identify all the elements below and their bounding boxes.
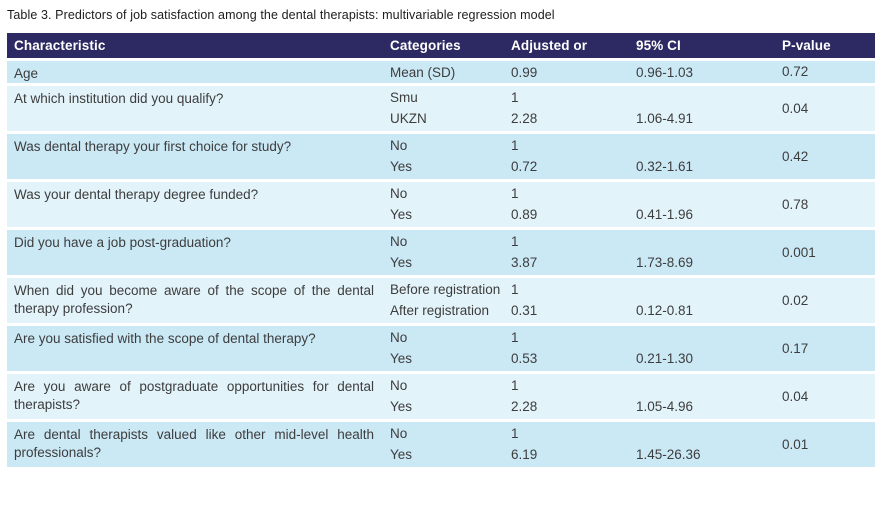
- category-cell: Yes: [384, 251, 505, 275]
- adjusted-or-cell: 6.19: [505, 443, 630, 467]
- table-row: Yes 0.53 0.21-1.30: [7, 347, 875, 371]
- table-row: Yes 6.19 1.45-26.36: [7, 443, 875, 467]
- adjusted-or-cell: 2.28: [505, 395, 630, 419]
- table-row: Yes 2.28 1.05-4.96: [7, 395, 875, 419]
- category-cell: UKZN: [384, 107, 505, 131]
- p-value-cell: 0.02: [776, 275, 875, 323]
- table-row: When did you become aware of the scope o…: [7, 275, 875, 323]
- column-header-95ci: 95% CI: [630, 33, 776, 58]
- ci-cell: [630, 323, 776, 347]
- adjusted-or-cell: 1: [505, 371, 630, 395]
- p-value-cell: 0.04: [776, 83, 875, 131]
- adjusted-or-cell: 1: [505, 83, 630, 107]
- ci-cell: 1.05-4.96: [630, 395, 776, 419]
- ci-cell: 1.06-4.91: [630, 107, 776, 131]
- column-header-categories: Categories: [384, 33, 505, 58]
- ci-cell: 0.41-1.96: [630, 203, 776, 227]
- p-value-cell: 0.78: [776, 179, 875, 227]
- category-cell: Yes: [384, 395, 505, 419]
- adjusted-or-cell: 0.89: [505, 203, 630, 227]
- ci-cell: [630, 83, 776, 107]
- ci-cell: [630, 371, 776, 395]
- table-row: After registration 0.31 0.12-0.81: [7, 299, 875, 323]
- ci-cell: [630, 275, 776, 299]
- characteristic-cell: Age: [7, 58, 384, 83]
- category-cell: No: [384, 179, 505, 203]
- adjusted-or-cell: 1: [505, 179, 630, 203]
- ci-cell: [630, 419, 776, 443]
- adjusted-or-cell: 0.31: [505, 299, 630, 323]
- adjusted-or-cell: 1: [505, 275, 630, 299]
- table-row: Was dental therapy your first choice for…: [7, 131, 875, 179]
- regression-table: Characteristic Categories Adjusted or 95…: [7, 33, 875, 467]
- category-cell: Smu: [384, 83, 505, 107]
- ci-cell: [630, 179, 776, 203]
- characteristic-cell: Was your dental therapy degree funded?: [7, 179, 384, 227]
- adjusted-or-cell: 2.28: [505, 107, 630, 131]
- p-value-cell: 0.01: [776, 419, 875, 467]
- table-row: UKZN 2.28 1.06-4.91: [7, 107, 875, 131]
- category-cell: No: [384, 323, 505, 347]
- characteristic-cell: Did you have a job post-graduation?: [7, 227, 384, 275]
- category-cell: Yes: [384, 443, 505, 467]
- category-cell: Yes: [384, 155, 505, 179]
- adjusted-or-cell: 0.72: [505, 155, 630, 179]
- adjusted-or-cell: 1: [505, 131, 630, 155]
- ci-cell: 0.21-1.30: [630, 347, 776, 371]
- category-cell: No: [384, 371, 505, 395]
- p-value-cell: 0.04: [776, 371, 875, 419]
- table-row: Are dental therapists valued like other …: [7, 419, 875, 467]
- table-row: Yes 0.89 0.41-1.96: [7, 203, 875, 227]
- adjusted-or-cell: 1: [505, 323, 630, 347]
- category-cell: No: [384, 131, 505, 155]
- table-row: Yes 3.87 1.73-8.69: [7, 251, 875, 275]
- p-value-cell: 0.001: [776, 227, 875, 275]
- category-cell: No: [384, 227, 505, 251]
- characteristic-cell: When did you become aware of the scope o…: [7, 275, 384, 323]
- ci-cell: 0.32-1.61: [630, 155, 776, 179]
- table-caption: Table 3. Predictors of job satisfaction …: [7, 8, 555, 22]
- category-cell: Yes: [384, 347, 505, 371]
- characteristic-cell: Are dental therapists valued like other …: [7, 419, 384, 467]
- characteristic-cell: Are you satisfied with the scope of dent…: [7, 323, 384, 371]
- adjusted-or-cell: 0.99: [505, 58, 630, 83]
- category-cell: Yes: [384, 203, 505, 227]
- column-header-adjusted-or: Adjusted or: [505, 33, 630, 58]
- p-value-cell: 0.17: [776, 323, 875, 371]
- ci-cell: 1.73-8.69: [630, 251, 776, 275]
- table-header: Characteristic Categories Adjusted or 95…: [7, 33, 875, 58]
- ci-cell: [630, 131, 776, 155]
- table-row: Was your dental therapy degree funded? N…: [7, 179, 875, 227]
- adjusted-or-cell: 0.53: [505, 347, 630, 371]
- table-row: Are you satisfied with the scope of dent…: [7, 323, 875, 371]
- category-cell: After registration: [384, 299, 505, 323]
- characteristic-cell: Are you aware of postgraduate opportunit…: [7, 371, 384, 419]
- ci-cell: [630, 227, 776, 251]
- ci-cell: 0.12-0.81: [630, 299, 776, 323]
- category-cell: No: [384, 419, 505, 443]
- ci-cell: 0.96-1.03: [630, 58, 776, 83]
- table-row: Yes 0.72 0.32-1.61: [7, 155, 875, 179]
- table-row: Did you have a job post-graduation? No 1…: [7, 227, 875, 275]
- p-value-cell: 0.72: [776, 58, 875, 83]
- characteristic-cell: At which institution did you qualify?: [7, 83, 384, 131]
- adjusted-or-cell: 1: [505, 227, 630, 251]
- adjusted-or-cell: 1: [505, 419, 630, 443]
- characteristic-cell: Was dental therapy your first choice for…: [7, 131, 384, 179]
- column-header-characteristic: Characteristic: [7, 33, 384, 58]
- ci-cell: 1.45-26.36: [630, 443, 776, 467]
- table-row: Age Mean (SD) 0.99 0.96-1.03 0.72: [7, 58, 875, 83]
- category-cell: Before registration: [384, 275, 505, 299]
- category-cell: Mean (SD): [384, 58, 505, 83]
- p-value-cell: 0.42: [776, 131, 875, 179]
- table-row: At which institution did you qualify? Sm…: [7, 83, 875, 131]
- column-header-p-value: P-value: [776, 33, 875, 58]
- adjusted-or-cell: 3.87: [505, 251, 630, 275]
- table-row: Are you aware of postgraduate opportunit…: [7, 371, 875, 419]
